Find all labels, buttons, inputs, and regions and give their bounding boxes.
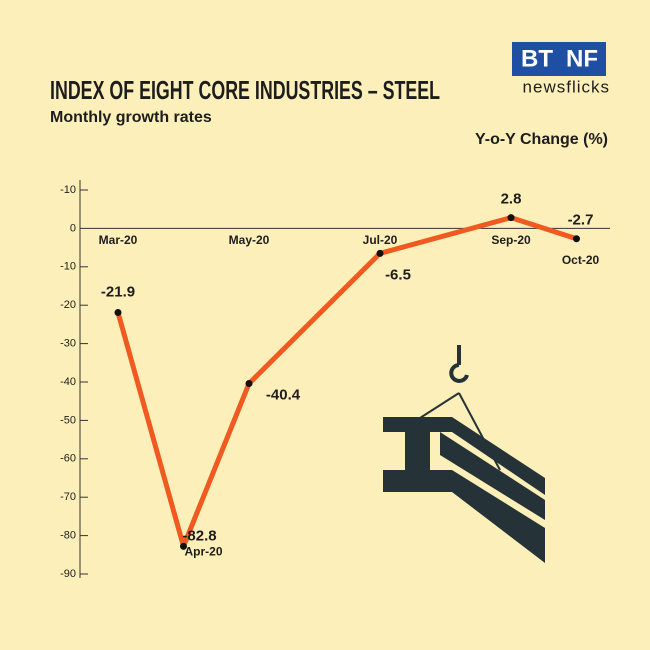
point — [180, 542, 187, 550]
point — [507, 214, 515, 222]
y-tick-label: -10 — [60, 184, 76, 196]
logo-box — [512, 42, 606, 76]
logo-right: NF — [566, 45, 598, 72]
x-tick-label: Mar-20 — [99, 233, 138, 247]
x-tick-label: Sep-20 — [491, 233, 531, 247]
value-label: -40.4 — [266, 387, 301, 404]
y-tick-label: -80 — [60, 530, 76, 542]
point — [376, 249, 384, 257]
logo: BT NF newsflicks — [512, 42, 610, 96]
x-tick-label: Jul-20 — [363, 233, 398, 247]
value-label: -21.9 — [101, 283, 135, 300]
y-tick-label: -20 — [60, 299, 76, 311]
x-tick-label: May-20 — [229, 233, 270, 247]
y-tick-label: -90 — [60, 568, 76, 580]
x-tick-label: Oct-20 — [562, 253, 600, 267]
y-tick-label: 0 — [70, 222, 76, 234]
value-label: -6.5 — [385, 266, 411, 283]
y-tick-label: -10 — [60, 261, 76, 273]
value-label: -2.7 — [568, 212, 594, 229]
steel-illustration — [383, 345, 545, 563]
y-tick-label: -70 — [60, 491, 76, 503]
point — [245, 380, 253, 388]
line — [115, 215, 578, 549]
y-axis-label: Y-o-Y Change (%) — [475, 131, 608, 148]
point — [114, 308, 122, 316]
y-tick-label: -60 — [60, 453, 76, 465]
y-tick-label: -30 — [60, 338, 76, 350]
chart-subtitle: Monthly growth rates — [50, 109, 212, 126]
logo-tagline: newsflicks — [523, 77, 610, 96]
y-tick-label: -50 — [60, 414, 76, 426]
y-tick-label: -40 — [60, 376, 76, 388]
x-tick-label: Apr-20 — [184, 545, 222, 559]
logo-left: BT — [521, 45, 553, 72]
point — [573, 235, 580, 243]
value-label: 2.8 — [501, 191, 522, 208]
value-label: -82.8 — [182, 527, 216, 544]
chart-title: INDEX OF EIGHT CORE INDUSTRIES – STEEL — [50, 75, 440, 105]
